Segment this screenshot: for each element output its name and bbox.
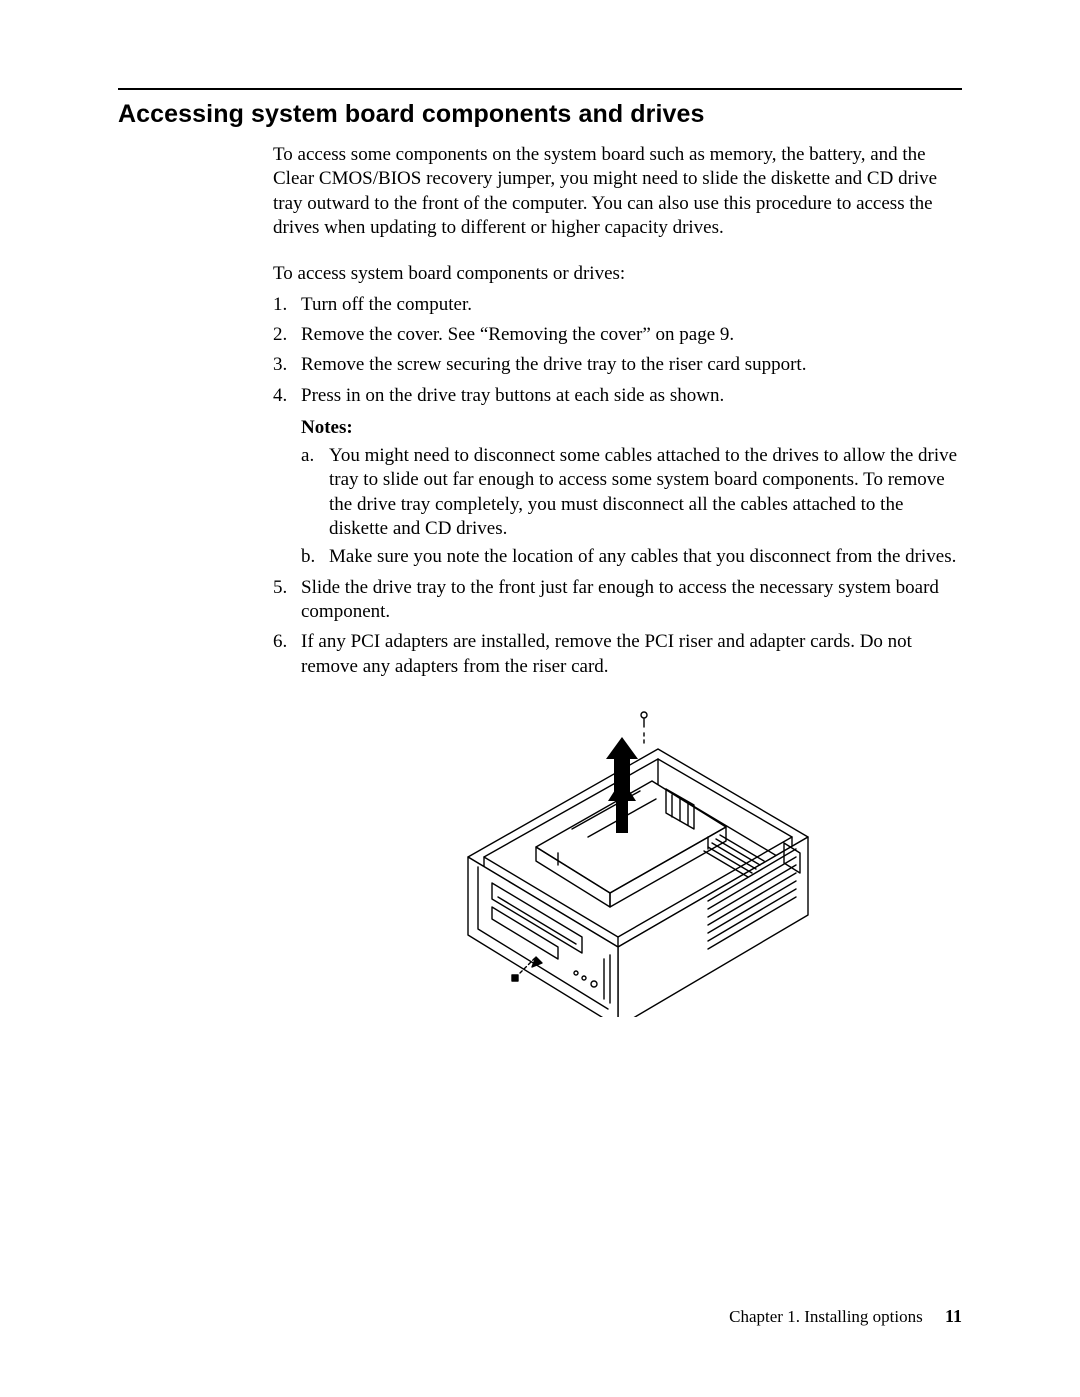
step-4-text: Press in on the drive tray buttons at ea… [301,385,724,406]
note-a: You might need to disconnect some cables… [301,444,962,541]
chassis-diagram [408,697,828,1017]
footer-chapter: Chapter 1. Installing options [729,1307,923,1326]
intro-paragraph-1: To access some components on the system … [273,143,962,240]
page-footer: Chapter 1. Installing options 11 [729,1306,962,1327]
intro-paragraph-2: To access system board components or dri… [273,262,962,286]
page-content: Accessing system board components and dr… [0,0,1080,1017]
note-b: Make sure you note the location of any c… [301,545,962,569]
section-heading: Accessing system board components and dr… [118,100,962,129]
step-4: Press in on the drive tray buttons at ea… [273,384,962,570]
step-6: If any PCI adapters are installed, remov… [273,630,962,679]
screw-guide-icon [641,712,647,747]
footer-page-number: 11 [945,1306,962,1326]
body-text: To access some components on the system … [273,143,962,1017]
step-2: Remove the cover. See “Removing the cove… [273,323,962,347]
horizontal-rule [118,88,962,90]
step-3: Remove the screw securing the drive tray… [273,353,962,377]
procedure-list: Turn off the computer. Remove the cover.… [273,293,962,679]
step-1: Turn off the computer. [273,293,962,317]
step-5: Slide the drive tray to the front just f… [273,576,962,625]
notes-list: You might need to disconnect some cables… [301,444,962,570]
notes-label: Notes: [301,416,962,440]
